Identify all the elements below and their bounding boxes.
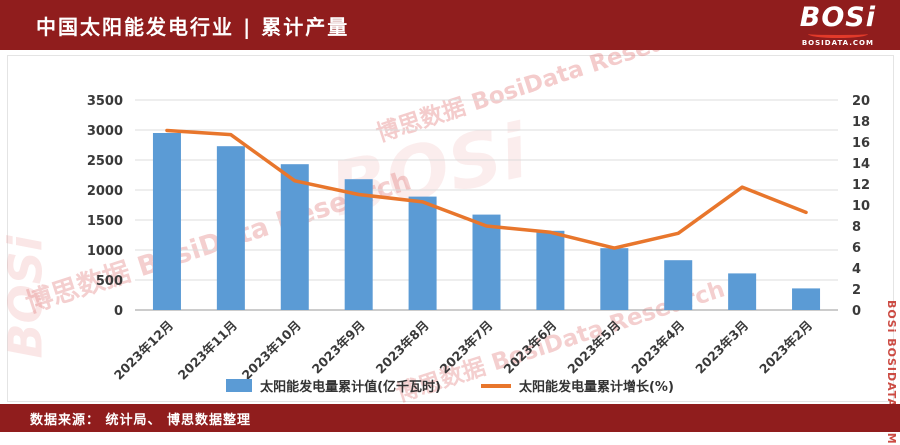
- right-axis-tick: 10: [852, 199, 870, 214]
- bar: [152, 133, 181, 310]
- x-axis-label: 2023年11月: [175, 318, 240, 383]
- bar: [216, 146, 245, 310]
- right-axis-tick: 20: [852, 94, 870, 109]
- left-axis-tick: 1500: [87, 214, 123, 229]
- legend-bar-swatch: [226, 379, 253, 392]
- logo-subtext: BOSIDATA.COM: [801, 38, 874, 47]
- left-axis-tick: 1000: [87, 244, 123, 259]
- growth-line: [165, 128, 808, 250]
- bar: [536, 230, 565, 310]
- left-axis-tick: 500: [96, 274, 123, 289]
- logo-text: BOSi: [799, 1, 876, 33]
- x-axis-label: 2023年3月: [692, 318, 751, 377]
- legend-line-swatch: [480, 383, 511, 388]
- bar: [600, 248, 629, 310]
- chart-frame: [7, 55, 894, 402]
- right-axis-tick: 12: [852, 178, 870, 193]
- page-title: 中国太阳能发电行业 | 累计产量: [36, 14, 350, 39]
- bar: [280, 164, 309, 310]
- x-axis-label: 2023年7月: [437, 318, 496, 377]
- x-axis-label: 2023年2月: [756, 318, 815, 377]
- x-axis-label: 2023年6月: [500, 318, 559, 377]
- bar: [664, 260, 693, 310]
- left-axis-tick: 2000: [87, 184, 123, 199]
- x-axis-label: 2023年5月: [564, 318, 623, 377]
- left-axis-tick: 0: [114, 304, 123, 319]
- title-bar: 中国太阳能发电行业 | 累计产量 BOSi BOSIDATA.COM: [0, 0, 900, 50]
- left-axis-tick: 3500: [87, 94, 123, 109]
- legend-line-label: 太阳能发电量累计增长(%): [518, 380, 674, 395]
- bar: [472, 214, 501, 310]
- right-axis-tick: 18: [852, 115, 870, 130]
- legend-item-bar: 太阳能发电量累计值(亿千瓦时): [226, 376, 441, 395]
- logo-swoosh-icon: [807, 30, 868, 38]
- source-bar: 数据来源： 统计局、 博思数据整理: [0, 404, 900, 432]
- bar: [728, 273, 757, 310]
- chart-legend: 太阳能发电量累计值(亿千瓦时) 太阳能发电量累计增长(%): [0, 376, 900, 395]
- x-axis-label: 2023年4月: [628, 318, 687, 377]
- left-axis-tick: 3000: [87, 124, 123, 139]
- right-axis-tick: 0: [852, 304, 861, 319]
- legend-bar-label: 太阳能发电量累计值(亿千瓦时): [260, 380, 441, 395]
- left-axis-tick: 2500: [87, 154, 123, 169]
- right-axis-tick: 4: [852, 262, 861, 277]
- data-source-text: 数据来源： 统计局、 博思数据整理: [30, 412, 252, 428]
- legend-item-line: 太阳能发电量累计增长(%): [480, 376, 674, 395]
- right-axis-tick: 2: [852, 283, 861, 298]
- x-axis-label: 2023年8月: [373, 318, 432, 377]
- right-axis-tick: 14: [852, 157, 870, 172]
- bar: [792, 288, 821, 310]
- right-axis-tick: 8: [852, 220, 861, 235]
- right-axis-tick: 16: [852, 136, 870, 151]
- bar: [408, 196, 437, 310]
- solar-chart: 0 500 1000 1500 2000 2500 3000 3500 0 2 4 6 8 10 12 14 1…: [87, 94, 870, 383]
- x-axis-label: 2023年12月: [111, 318, 176, 383]
- x-axis-label: 2023年10月: [239, 318, 304, 383]
- x-axis-label: 2023年9月: [309, 318, 368, 377]
- bosi-logo: BOSi BOSIDATA.COM: [800, 4, 876, 47]
- chart-area: 博思数据 BosiData Research 博思数据 BosiData Res…: [0, 16, 900, 445]
- right-axis-tick: 6: [852, 241, 861, 256]
- bar: [344, 179, 373, 310]
